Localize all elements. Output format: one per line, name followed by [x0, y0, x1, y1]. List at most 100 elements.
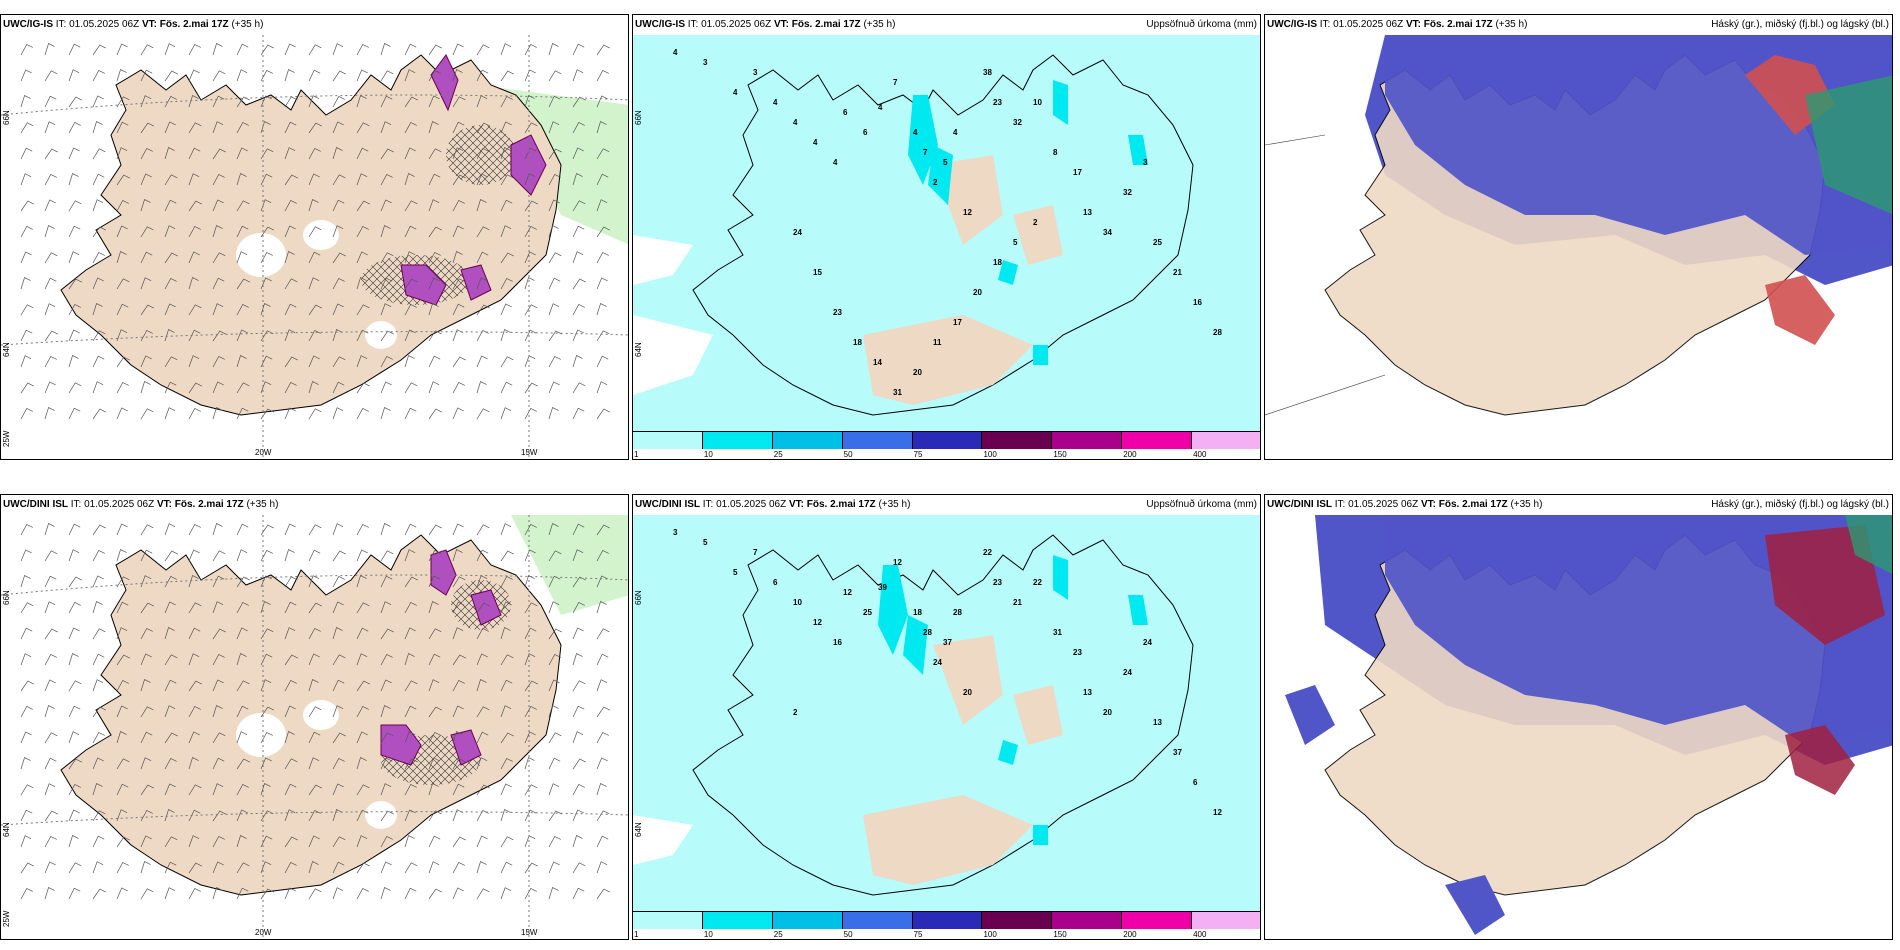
wind-barb — [476, 69, 489, 82]
wind-barb — [116, 758, 130, 770]
precip-value-label: 24 — [933, 658, 942, 667]
precip-value-label: 7 — [753, 548, 758, 557]
wind-barb — [308, 381, 319, 394]
wind-barb — [524, 304, 538, 316]
wind-barb — [140, 148, 153, 160]
wind-barb — [452, 862, 465, 874]
wind-barb — [164, 550, 178, 562]
wind-barb — [20, 549, 32, 562]
wind-map-panel-dini: UWC/DINI ISL IT: 01.05.2025 06Z VT: Fös.… — [0, 494, 629, 940]
wind-barb — [548, 601, 560, 614]
wind-barb — [20, 602, 34, 614]
wind-barb — [164, 329, 175, 342]
wind-barb — [548, 887, 559, 900]
wind-barb — [116, 887, 128, 900]
wind-barb — [308, 304, 322, 316]
wind-barb — [404, 225, 417, 238]
wind-barb — [116, 329, 128, 342]
wind-barb — [116, 407, 128, 420]
precip-value-label: 37 — [1173, 748, 1182, 757]
wind-barb — [476, 408, 490, 420]
wind-barb — [332, 732, 346, 744]
wind-barb — [92, 121, 103, 134]
precip-map-panel-dini: UWC/DINI ISL IT: 01.05.2025 06Z VT: Fös.… — [632, 494, 1261, 940]
wind-barb — [500, 576, 513, 588]
wind-barb — [332, 278, 345, 290]
precip-value-label: 4 — [913, 128, 918, 137]
precip-value-label: 6 — [1193, 778, 1198, 787]
precip-colorbar: 1 10 25 50 75 100 150 200 400 — [633, 911, 1260, 939]
wind-barb — [236, 278, 250, 290]
wind-barb — [20, 251, 32, 264]
wind-barb — [44, 356, 57, 368]
wind-barb — [212, 95, 225, 108]
precip-value-label: 22 — [983, 548, 992, 557]
wind-barb — [332, 523, 344, 536]
wind-barb — [284, 549, 295, 562]
wind-barb — [500, 381, 513, 394]
wind-barb — [524, 122, 538, 134]
wind-barb — [188, 835, 200, 848]
wind-barb — [116, 147, 128, 160]
precip-value-label: 10 — [1033, 98, 1042, 107]
wind-barb — [164, 121, 176, 134]
wind-barb — [572, 680, 586, 692]
wind-barb — [284, 627, 296, 640]
wind-barb — [332, 576, 345, 588]
wind-barb — [164, 70, 178, 82]
wind-barb — [500, 225, 512, 238]
wind-barb — [212, 679, 224, 692]
precip-map: 4343444466474752412382332108171334323252… — [633, 35, 1260, 435]
wind-barb — [308, 199, 319, 212]
wind-barb — [68, 200, 82, 212]
wind-barb — [548, 523, 559, 536]
wind-barb — [452, 887, 464, 900]
wind-barb — [20, 147, 33, 160]
wind-barb — [500, 96, 513, 108]
wind-barb — [500, 758, 513, 770]
wind-barb — [524, 862, 538, 874]
wind-barb — [572, 382, 586, 394]
wind-barb — [188, 251, 200, 264]
wind-barb — [20, 44, 33, 56]
wind-barb — [92, 679, 104, 692]
wind-barb — [284, 147, 296, 160]
wind-barb — [476, 653, 488, 666]
wind-barb — [476, 226, 490, 238]
wind-barb — [20, 784, 34, 796]
wind-barb — [188, 329, 201, 342]
wind-barb — [332, 809, 343, 822]
wind-barb — [212, 810, 226, 822]
wind-barb — [500, 836, 514, 848]
wind-barb — [44, 705, 55, 718]
wind-barb — [164, 627, 175, 640]
precip-value-label: 13 — [1083, 688, 1092, 697]
wind-barb — [548, 679, 560, 692]
wind-barb — [68, 705, 81, 718]
wind-barb — [404, 549, 416, 562]
wind-barb — [476, 784, 490, 796]
wind-barb — [572, 602, 585, 614]
wind-barb — [356, 408, 369, 420]
wind-barb — [164, 278, 177, 290]
precip-value-label: 20 — [1103, 708, 1112, 717]
precip-value-label: 25 — [1153, 238, 1162, 247]
wind-barb — [236, 329, 248, 342]
wind-barb — [236, 784, 249, 796]
precip-value-label: 3 — [673, 528, 678, 537]
wind-barb — [212, 148, 226, 160]
wind-barb — [428, 95, 440, 108]
lat-label: 66N — [634, 110, 643, 125]
wind-barb — [476, 122, 490, 134]
wind-barb — [44, 43, 55, 56]
wind-barb — [356, 680, 370, 692]
colorbar-segment — [1192, 911, 1260, 929]
wind-barb — [44, 887, 55, 900]
wind-barb — [188, 549, 200, 562]
wind-barb — [548, 174, 561, 186]
wind-barb — [116, 69, 127, 82]
wind-barb — [44, 277, 57, 290]
wind-barb — [20, 277, 31, 290]
wind-barb — [572, 200, 586, 212]
wind-barb — [164, 758, 177, 770]
